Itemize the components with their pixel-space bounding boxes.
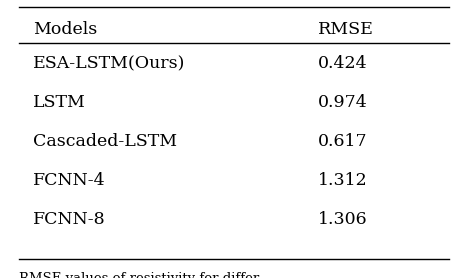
Text: 0.974: 0.974 (318, 94, 368, 111)
Text: 0.424: 0.424 (318, 55, 368, 73)
Text: 0.617: 0.617 (318, 133, 368, 150)
Text: RMSE: RMSE (318, 21, 374, 38)
Text: Models: Models (33, 21, 97, 38)
Text: ESA-LSTM(Ours): ESA-LSTM(Ours) (33, 55, 185, 73)
Text: 1.312: 1.312 (318, 172, 368, 189)
Text: FCNN-4: FCNN-4 (33, 172, 105, 189)
Text: RMSE values of resistivity for differ: RMSE values of resistivity for differ (19, 272, 259, 278)
Text: 1.306: 1.306 (318, 211, 368, 228)
Text: FCNN-8: FCNN-8 (33, 211, 105, 228)
Text: Cascaded-LSTM: Cascaded-LSTM (33, 133, 177, 150)
Text: LSTM: LSTM (33, 94, 86, 111)
